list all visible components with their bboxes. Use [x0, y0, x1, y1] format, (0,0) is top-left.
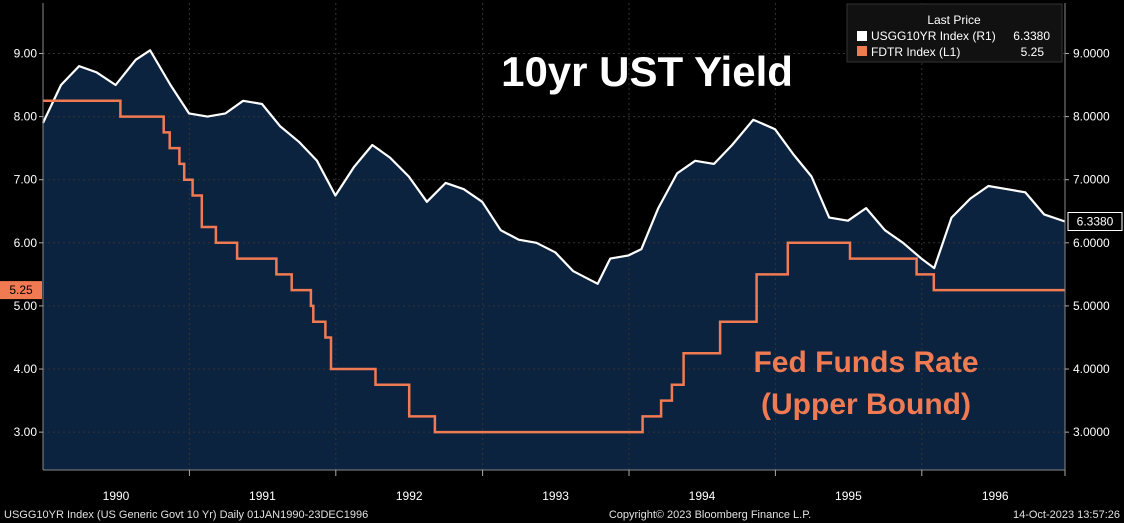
x-tick-label-1996: 1996: [982, 489, 1009, 503]
last-price-tag-fdtr: 5.25: [0, 281, 42, 300]
left-axis: 3.00 4.00 5.00 6.00 7.00 8.00 9.00: [14, 46, 43, 439]
right-tick-label-3: 6.0000: [1073, 236, 1110, 250]
x-tick-label-1994: 1994: [689, 489, 716, 503]
last-price-tag-usgg10yr: 6.3380: [1067, 212, 1123, 231]
series-line-fdtr: [43, 99, 1065, 434]
legend-value-fdtr: 5.25: [1021, 45, 1045, 59]
annotation-fed-funds: Fed Funds Rate: [753, 346, 978, 379]
last-price-tag-fdtr-box: [0, 281, 42, 300]
last-price-tag-usgg10yr-value: 6.3380: [1077, 215, 1114, 229]
last-price-tag-fdtr-value: 5.25: [9, 283, 33, 297]
footer-copyright: Copyright© 2023 Bloomberg Finance L.P.: [609, 509, 811, 521]
left-tick-label-0: 3.00: [14, 425, 38, 439]
left-tick-label-4: 7.00: [14, 173, 38, 187]
right-tick-label-2: 5.0000: [1073, 299, 1110, 313]
legend-box: [846, 3, 1063, 63]
x-axis: 1990 1991 1992 1993 1994 1995 1996: [103, 470, 1066, 503]
right-tick-label-0: 3.0000: [1073, 425, 1110, 439]
right-axis: 3.0000 4.0000 5.0000 6.0000 7.0000 8.0000 9.00…: [1065, 46, 1110, 439]
right-tick-label-6: 9.0000: [1073, 46, 1110, 60]
right-tick-label-4: 7.0000: [1073, 173, 1110, 187]
right-tick-label-1: 4.0000: [1073, 362, 1110, 376]
annotation-upper-bound: (Upper Bound): [761, 388, 971, 421]
legend-header: Last Price: [927, 13, 981, 27]
legend-value-usgg10yr: 6.3380: [1013, 29, 1050, 43]
last-price-tag-usgg10yr-box: [1067, 212, 1123, 231]
series-line-usgg10yr: [42, 49, 1066, 285]
x-tick-label-1995: 1995: [835, 489, 862, 503]
legend-label-usgg10yr: USGG10YR Index (R1): [871, 29, 996, 43]
legend-label-fdtr: FDTR Index (L1): [871, 45, 960, 59]
right-tick-label-5: 8.0000: [1073, 110, 1110, 124]
footer-timestamp: 14-Oct-2023 13:57:26: [1013, 509, 1120, 521]
x-tick-label-1991: 1991: [249, 489, 276, 503]
legend-swatch-usgg10yr: [857, 31, 867, 41]
left-tick-label-3: 6.00: [14, 236, 38, 250]
yield-area-fill: [43, 50, 1065, 471]
left-tick-label-1: 4.00: [14, 362, 38, 376]
legend: Last Price USGG10YR Index (R1) 6.3380 FD…: [846, 3, 1063, 63]
footer-source: USGG10YR Index (US Generic Govt 10 Yr) D…: [4, 509, 368, 521]
legend-swatch-fdtr: [857, 46, 867, 56]
x-tick-label-1990: 1990: [103, 489, 130, 503]
left-tick-label-5: 8.00: [14, 110, 38, 124]
left-tick-label-2: 5.00: [14, 299, 38, 313]
x-tick-label-1992: 1992: [396, 489, 423, 503]
x-tick-label-1993: 1993: [542, 489, 569, 503]
left-tick-label-6: 9.00: [14, 46, 38, 60]
chart-title: 10yr UST Yield: [501, 48, 793, 95]
